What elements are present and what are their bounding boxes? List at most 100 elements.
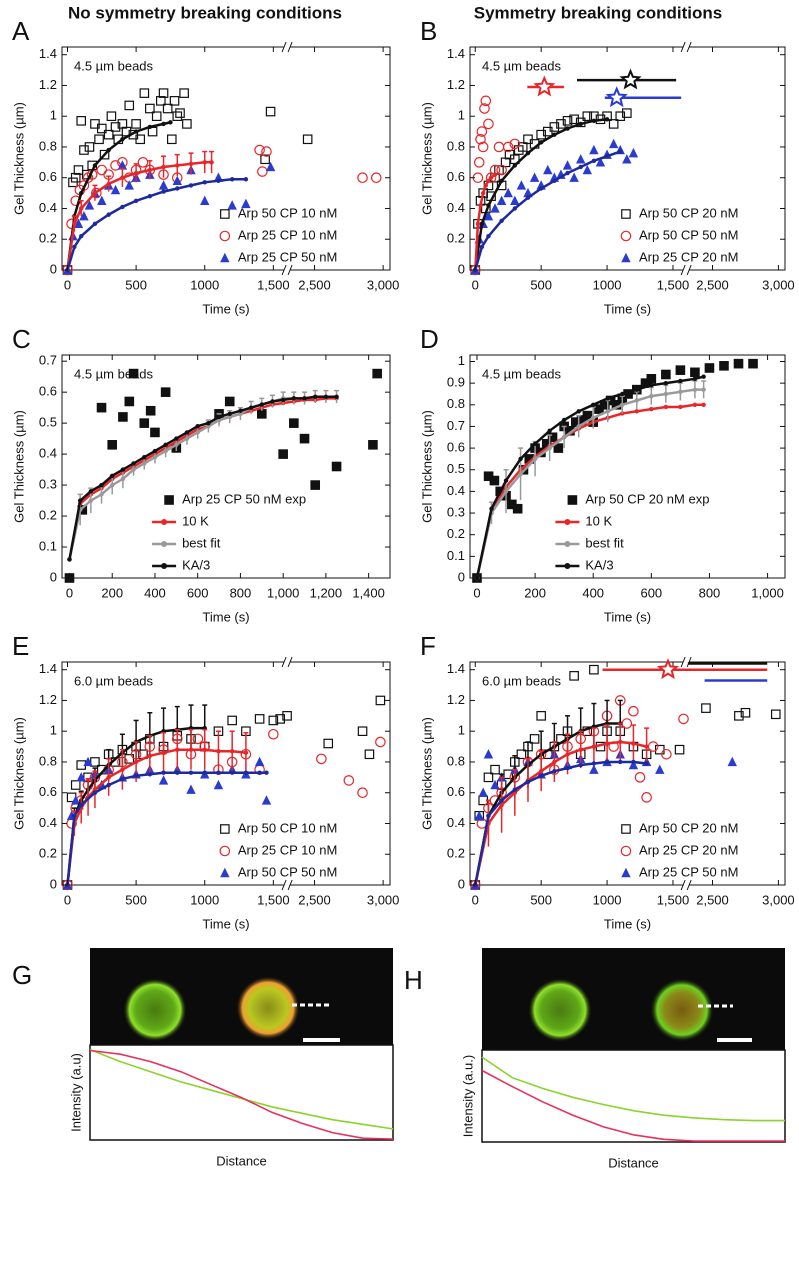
point [162, 103, 173, 114]
fit-point [202, 747, 207, 752]
fit-point [486, 233, 491, 239]
point [490, 779, 500, 790]
axis-break [287, 656, 293, 668]
fit-point [547, 428, 552, 433]
fit-point [175, 770, 180, 775]
fit-point [161, 770, 166, 775]
point [124, 180, 134, 190]
fit-point [243, 750, 249, 755]
point [254, 756, 265, 767]
point [118, 412, 128, 422]
fit-point [163, 442, 168, 448]
fit-point [499, 178, 504, 183]
x-axis-label: Distance [608, 1155, 659, 1170]
fit-point [486, 813, 491, 818]
point [254, 714, 265, 724]
point [107, 440, 118, 450]
point [740, 707, 751, 718]
point [475, 133, 486, 145]
point [608, 119, 619, 129]
fit-point [227, 414, 232, 420]
fit-line [474, 722, 621, 886]
y-tick-label: 0.6 [447, 784, 465, 799]
y-tick-label: 0.1 [39, 538, 57, 553]
point [562, 160, 573, 170]
legend-key [219, 230, 231, 242]
fit-point [264, 770, 269, 775]
point [150, 427, 160, 438]
legend-key [620, 845, 632, 857]
y-tick-label: 0.8 [447, 753, 465, 768]
point [96, 123, 107, 134]
point [257, 166, 268, 177]
legend-key [621, 824, 631, 834]
fit-point [79, 233, 84, 239]
fit-point [663, 404, 669, 410]
fit-point [492, 172, 498, 177]
fit-point [620, 391, 625, 397]
fit-point [142, 455, 147, 460]
fit-point [229, 770, 235, 775]
fit-point [161, 750, 166, 755]
fit-point [206, 424, 211, 429]
y-axis-label: Gel Thickness (µm) [11, 102, 26, 215]
axis-break [683, 658, 690, 666]
fit-point [195, 424, 200, 429]
point [553, 443, 564, 453]
point [103, 129, 114, 140]
fit-point [92, 221, 98, 227]
fit-point [248, 405, 254, 410]
point [615, 111, 626, 122]
point [84, 142, 95, 152]
annotation: 4.5 µm beads [482, 58, 562, 73]
x-tick-label: 1,500 [257, 892, 290, 907]
fit-point [692, 387, 698, 392]
point [261, 146, 272, 157]
x-axis-label: Distance [216, 1153, 267, 1168]
legend-key [620, 230, 632, 242]
x-tick-label: 1000 [593, 277, 622, 292]
fit-point [525, 779, 531, 785]
y-tick-label: 0.4 [39, 446, 57, 461]
y-tick-label: 1.2 [39, 77, 57, 92]
point [569, 172, 579, 182]
legend-label: Arp 50 CP 20 nM [639, 820, 738, 835]
fit-point [99, 482, 104, 488]
fit-point [79, 206, 84, 211]
point [158, 180, 169, 190]
legend-label: Arp 25 CP 50 nM exp [182, 491, 306, 506]
y-tick-label: 0 [458, 569, 465, 584]
fit-point [631, 741, 636, 746]
point [674, 744, 685, 755]
axis-break [680, 41, 686, 53]
point [556, 119, 566, 129]
fit-point [106, 775, 111, 780]
fit-point [518, 471, 523, 477]
annotation: 4.5 µm beads [74, 58, 154, 73]
fit-point [604, 741, 610, 746]
fit-point [591, 761, 597, 766]
fit-point [147, 753, 153, 759]
fit-point [561, 435, 567, 440]
y-tick-label: 0.8 [447, 138, 465, 153]
fit-point [486, 178, 491, 183]
point [71, 795, 81, 805]
y-tick-label: 0.2 [39, 231, 57, 246]
point [727, 756, 737, 767]
fit-point [302, 396, 307, 401]
point [323, 738, 334, 749]
y-tick-label: 0.5 [39, 415, 57, 430]
y-tick-label: 0.5 [447, 461, 465, 476]
fit-point [147, 167, 153, 173]
fit-point [120, 175, 125, 180]
point [357, 787, 368, 799]
plot [469, 354, 786, 583]
point [748, 358, 758, 369]
fit-line [66, 121, 171, 271]
fit-point [634, 409, 639, 414]
legend-key [564, 563, 571, 569]
panel-label: G [12, 960, 32, 990]
fit-point [478, 203, 483, 208]
point [110, 184, 121, 195]
fit-point [133, 129, 139, 134]
